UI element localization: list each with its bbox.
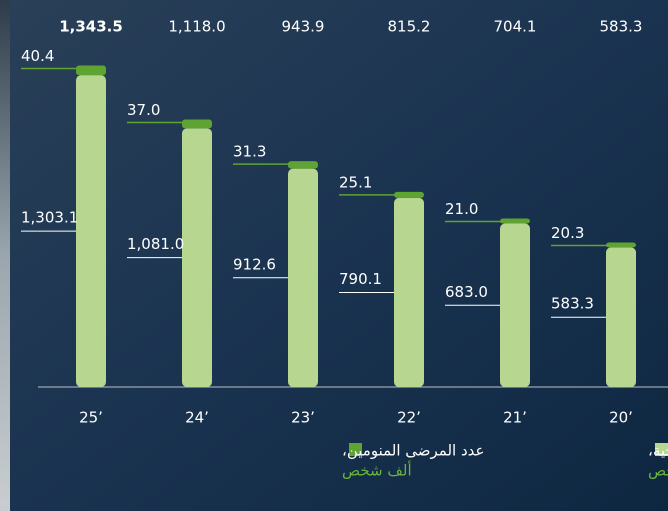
outpatient-label: 583.3 <box>551 295 594 313</box>
outpatient-label: 790.1 <box>339 270 382 288</box>
outpatient-bar <box>288 168 318 387</box>
outpatient-bar <box>394 197 424 387</box>
legend-swatch <box>349 443 362 456</box>
outpatient-label: 1,303.1 <box>21 209 78 227</box>
inpatient-label: 40.4 <box>21 47 54 65</box>
x-tick-label: 23’ <box>291 409 315 427</box>
x-tick-label: 20’ <box>609 409 633 427</box>
inpatient-label: 25.1 <box>339 173 372 191</box>
outpatient-label: 912.6 <box>233 255 276 273</box>
outpatient-label: 1,081.0 <box>127 235 184 253</box>
total-label: 1,343.5 <box>59 18 123 36</box>
total-label: 1,118.0 <box>168 18 225 36</box>
outpatient-bar <box>76 75 106 388</box>
outpatient-bar <box>500 223 530 387</box>
photo-edge <box>0 0 10 511</box>
inpatient-label: 20.3 <box>551 224 584 242</box>
legend-label: عدد المرضى المنومين، <box>342 442 484 460</box>
total-label: 704.1 <box>494 18 537 36</box>
total-label: 815.2 <box>388 18 431 36</box>
legend-swatch <box>655 443 668 456</box>
legend-unit: ألف شخص <box>342 461 412 480</box>
outpatient-bar <box>182 128 212 387</box>
inpatient-bar <box>76 65 106 76</box>
inpatient-label: 37.0 <box>127 101 160 119</box>
inpatient-label: 21.0 <box>445 200 478 218</box>
x-tick-label: 25’ <box>79 409 103 427</box>
outpatient-bar <box>606 247 636 387</box>
total-label: 943.9 <box>282 18 325 36</box>
inpatient-bar <box>182 119 212 129</box>
total-label: 583.3 <box>600 18 643 36</box>
x-tick-label: 21’ <box>503 409 527 427</box>
legend-label: عدد مرضى العيادات الخارجية، <box>648 442 668 460</box>
legend-unit: ألف شخص <box>648 461 668 480</box>
outpatient-label: 683.0 <box>445 283 488 301</box>
x-tick-label: 22’ <box>397 409 421 427</box>
inpatient-label: 31.3 <box>233 143 266 161</box>
x-tick-label: 24’ <box>185 409 209 427</box>
